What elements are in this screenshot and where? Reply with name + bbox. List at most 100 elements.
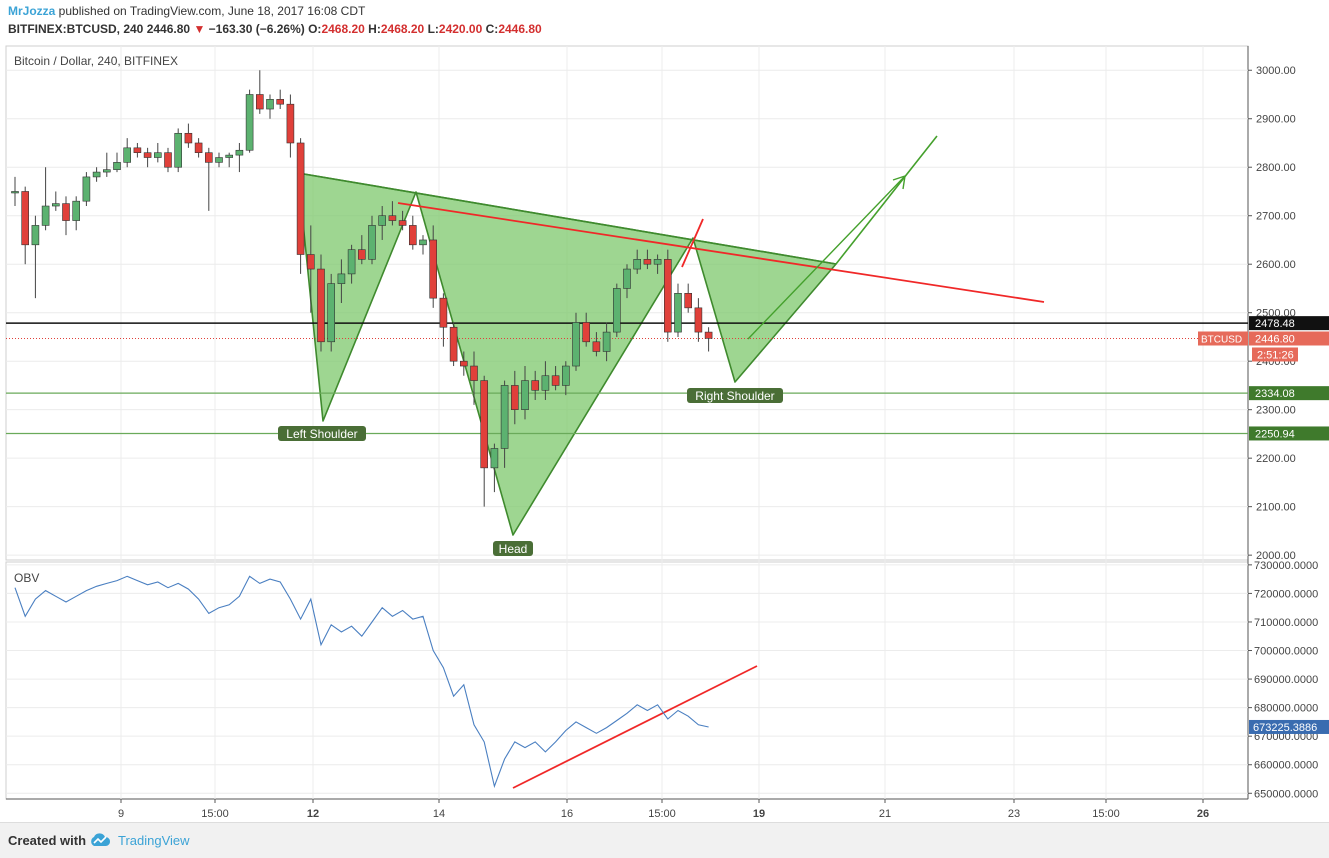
time-tick-label: 15:00	[1092, 808, 1120, 820]
obv-last-badge-label: 673225.3886	[1253, 722, 1317, 734]
candle-body	[623, 268, 631, 289]
symbol-label: BITFINEX:BTCUSD, 240	[8, 22, 144, 36]
scale-badges: 2478.48 BTCUSD 2446.80 2:51:26 2334.08 2250.9…	[1198, 316, 1329, 734]
created-with-label: Created with	[8, 833, 87, 848]
obv-pane[interactable]	[5, 561, 1249, 800]
obv-scale[interactable]: 650000.0000 660000.0000 670000.0000 680000.…	[1248, 560, 1318, 800]
price-pane-title: Bitcoin / Dollar, 240, BITFINEX	[14, 54, 178, 68]
time-scale[interactable]: 9 15:00 12 14 16 15:00 19 21 23 15:00 26	[118, 799, 1209, 820]
candle-body	[347, 249, 356, 275]
candle-body	[337, 273, 346, 284]
badge-bg	[1249, 719, 1329, 734]
horizontal-levels[interactable]	[6, 322, 1248, 435]
candle-body	[572, 322, 580, 367]
price-scale[interactable]: 2000.002100.002200.002300.002400.002500.…	[1248, 65, 1296, 562]
head-and-shoulders-pattern[interactable]	[297, 172, 837, 536]
obv-tick-label: 660000.0000	[1254, 760, 1318, 772]
candle-body	[133, 147, 142, 153]
candle-body	[663, 259, 672, 333]
obv-series	[14, 575, 709, 789]
candle-body	[215, 157, 223, 163]
candle-body	[92, 171, 101, 178]
candle-body	[541, 375, 550, 391]
symbol-badge-label: BTCUSD	[1201, 334, 1242, 345]
candle-body	[674, 293, 682, 333]
time-tick-label: 12	[307, 808, 319, 820]
time-tick-label: 16	[561, 808, 573, 820]
publish-line: MrJozza published on TradingView.com, Ju…	[8, 4, 365, 18]
pattern-top-edge	[297, 172, 837, 265]
price-tick-label: 3000.00	[1256, 65, 1296, 77]
obv-tick-label: 680000.0000	[1254, 703, 1318, 715]
author-link[interactable]: MrJozza	[8, 4, 56, 18]
tradingview-brand-link[interactable]: TradingView	[118, 833, 190, 848]
chart-canvas[interactable]: 2000.002100.002200.002300.002400.002500.…	[0, 42, 1329, 822]
annotation-label: Left Shoulder	[286, 427, 357, 441]
candle-body	[592, 341, 601, 352]
candle-body	[653, 259, 662, 265]
candle-body	[531, 380, 540, 391]
candle-body	[439, 297, 448, 328]
candle-body	[480, 380, 489, 469]
time-tick-label: 26	[1197, 808, 1209, 820]
level-badge-label: 2478.48	[1255, 318, 1295, 330]
grid	[6, 46, 1248, 799]
badge-bg	[1249, 426, 1329, 441]
candle-body	[612, 288, 621, 333]
close-value: 2446.80	[498, 22, 542, 36]
time-tick-label: 21	[879, 808, 891, 820]
obv-trend-red	[512, 665, 758, 789]
level-badge-label: 2334.08	[1255, 388, 1295, 400]
candle-body	[633, 259, 642, 270]
candle-body	[225, 154, 233, 158]
price-tick-label: 2100.00	[1256, 502, 1296, 514]
candle-body	[123, 147, 131, 163]
obv-tick-label: 700000.0000	[1254, 646, 1318, 658]
obv-line	[14, 575, 709, 789]
price-tick-label: 2800.00	[1256, 162, 1296, 174]
low-value: 2420.00	[438, 22, 483, 36]
candle-body	[113, 162, 121, 170]
candle-body	[429, 239, 438, 299]
candle-body	[72, 200, 80, 221]
candle-body	[398, 220, 407, 226]
close-label: C:	[485, 22, 499, 36]
candle-body	[694, 307, 703, 333]
trend-lines[interactable]	[397, 135, 1045, 789]
obv-tick-label: 710000.0000	[1254, 617, 1318, 629]
candle-body	[286, 103, 295, 144]
candle-body	[62, 203, 70, 221]
annotation-bg	[493, 541, 533, 556]
candle-body	[266, 99, 274, 110]
candle-body	[327, 283, 336, 343]
candle-body	[459, 360, 468, 367]
chart-header: MrJozza published on TradingView.com, Ju…	[0, 0, 1329, 42]
candle-body	[602, 331, 611, 352]
obv-pane-title: OBV	[14, 571, 39, 585]
annotation-label: Head	[499, 542, 528, 556]
candle-body	[205, 152, 213, 163]
publish-info: published on TradingView.com, June 18, 2…	[55, 4, 366, 18]
time-tick-label: 15:00	[201, 808, 229, 820]
down-arrow-icon: ▼	[193, 22, 206, 36]
candle-body	[296, 142, 305, 255]
price-tick-label: 2000.00	[1256, 550, 1296, 562]
time-tick-label: 15:00	[648, 808, 676, 820]
projection-arrow-line	[747, 175, 906, 340]
price-tick-label: 2200.00	[1256, 453, 1296, 465]
badge-bg	[1249, 316, 1329, 331]
open-label: O:	[308, 22, 322, 36]
badge-bg	[1249, 386, 1329, 401]
candle-body	[143, 152, 152, 158]
price-tick-label: 2700.00	[1256, 211, 1296, 223]
price-change: −163.30 (−6.26%)	[208, 22, 305, 36]
ohlc-line: BITFINEX:BTCUSD, 240 2446.80 ▼ −163.30 (…	[8, 22, 542, 36]
price-tick-label: 2900.00	[1256, 114, 1296, 126]
badge-bg	[1252, 347, 1298, 362]
annotation-bg	[278, 426, 366, 441]
obv-tick-label: 730000.0000	[1254, 560, 1318, 572]
neckline-red	[397, 202, 1045, 303]
annotation-label: Right Shoulder	[695, 389, 774, 403]
last-price: 2446.80	[146, 22, 191, 36]
candle-body	[582, 322, 591, 343]
